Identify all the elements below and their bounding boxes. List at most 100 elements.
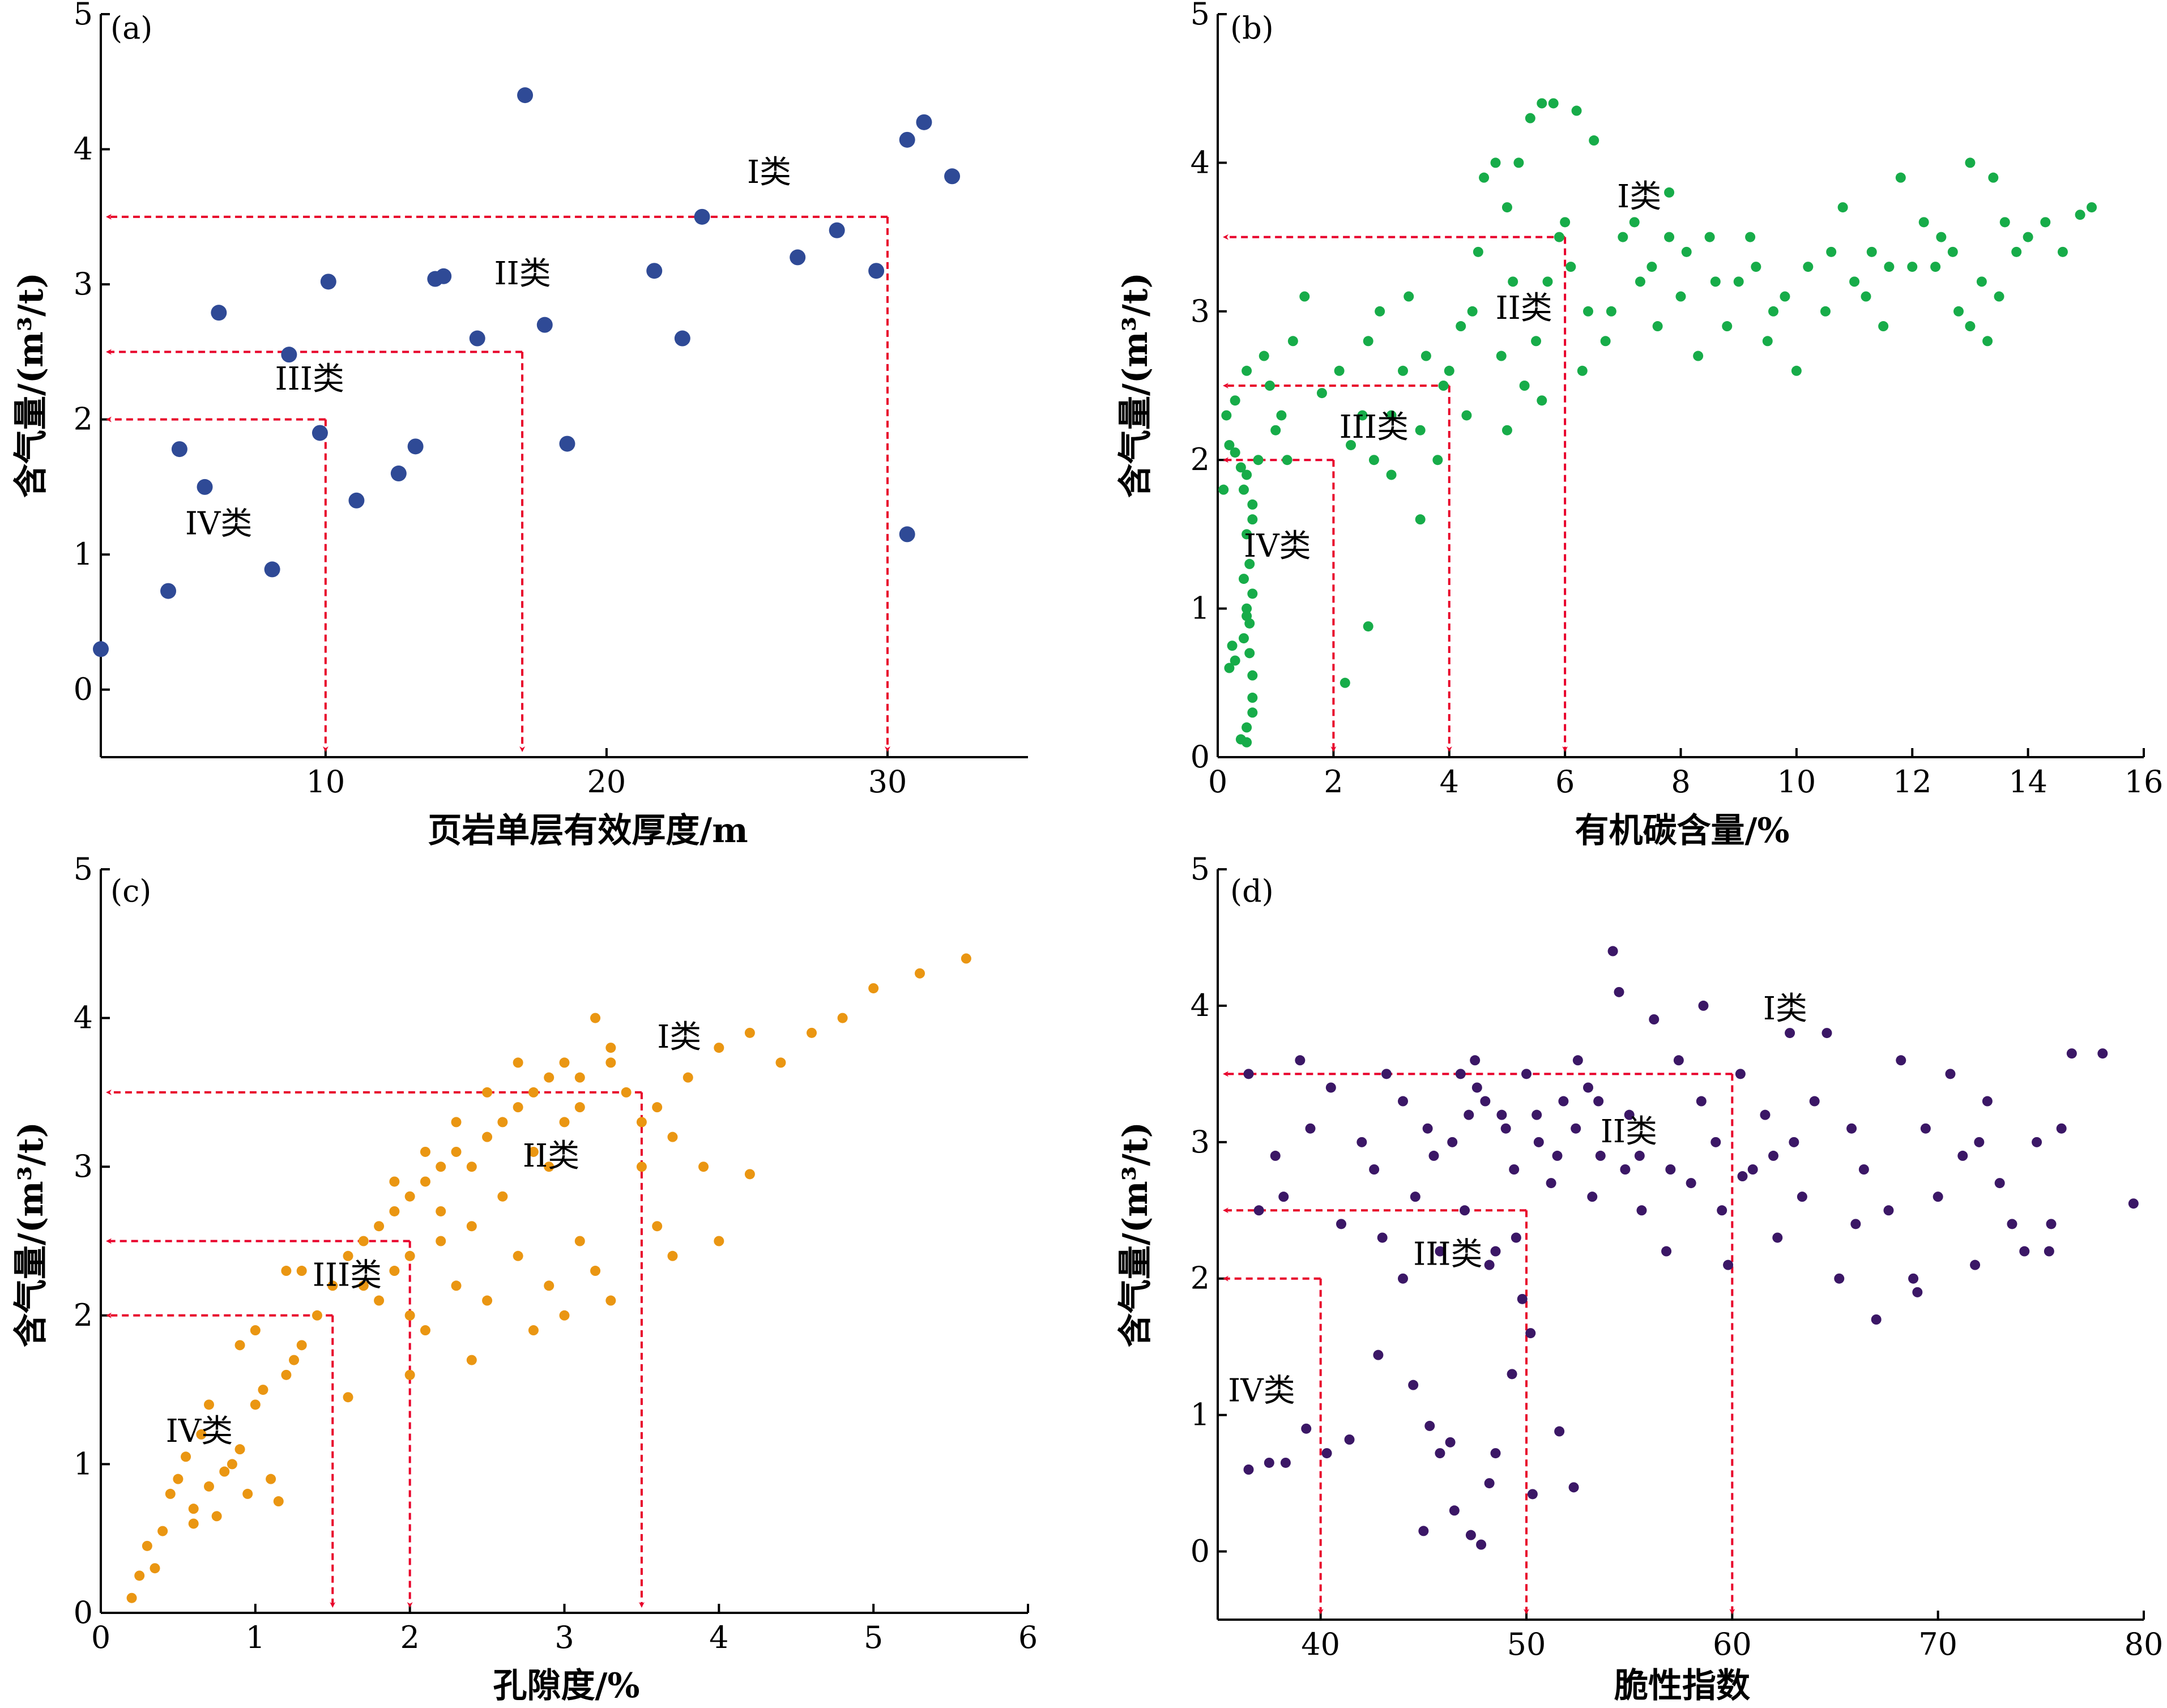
data-point [160,583,177,599]
data-point [1789,1137,1799,1147]
class-label: I类 [657,1019,701,1056]
y-tick-label: 4 [1191,988,1210,1023]
data-point [296,1266,307,1276]
data-point [1809,1096,1820,1107]
data-point [93,641,109,657]
data-point [574,1236,585,1246]
data-point [1357,410,1368,421]
data-point [517,87,534,104]
data-point [1965,321,1976,332]
data-point [868,983,879,994]
data-point [343,1392,353,1403]
data-point [1295,1055,1306,1066]
class-label: IV类 [1244,528,1311,565]
y-tick-label: 1 [74,1446,93,1481]
data-point [1552,1150,1563,1161]
data-point [2007,1219,2017,1229]
data-point [1820,306,1831,317]
data-point [916,114,932,130]
data-point [1673,1055,1684,1066]
data-point [1449,1505,1460,1516]
data-point [1270,1150,1281,1161]
data-point [807,1027,817,1038]
panel-a-ylabel: 含气量/(m³/t) [11,272,51,498]
data-point [2011,246,2022,257]
y-tick-label: 2 [74,402,93,437]
data-point [1334,365,1345,376]
data-point [837,1013,848,1023]
data-point [1693,351,1704,361]
data-point [289,1355,300,1365]
data-point [1878,321,1889,332]
data-point [1698,1000,1709,1011]
data-point [1634,1150,1645,1161]
data-point [528,1087,539,1098]
data-point [744,1027,755,1038]
data-point [1982,1096,1993,1107]
data-point [1242,722,1252,733]
data-point [1600,336,1611,347]
data-point [1803,262,1814,272]
data-point [1224,439,1235,450]
data-point [605,1057,616,1068]
data-point [1554,232,1564,242]
data-point [1415,425,1426,435]
data-point [1537,395,1547,406]
y-tick-label: 3 [1191,293,1210,329]
data-point [1722,321,1733,332]
data-point [899,526,915,543]
data-point [1907,262,1918,272]
data-point [389,1206,400,1216]
x-tick-label: 16 [2125,764,2164,800]
y-tick-label: 0 [74,1595,93,1630]
data-point [2075,210,2085,220]
data-point [1242,737,1252,748]
x-tick-label: 12 [1893,764,1932,800]
data-point [1444,365,1454,376]
data-point [1435,1246,1445,1257]
data-point [312,1310,322,1321]
data-point [1970,1259,1981,1270]
x-tick-label: 1 [246,1620,265,1655]
y-tick-label: 2 [74,1297,93,1333]
data-point [1930,262,1941,272]
data-point [1675,291,1686,302]
panel-d-label: (d) [1230,873,1274,909]
data-point [1247,670,1258,681]
data-point [466,1162,477,1172]
data-point [1484,1478,1495,1489]
data-point [1571,1123,1581,1134]
data-point [1583,306,1593,317]
data-point [404,1250,415,1261]
data-point [1356,1137,1367,1147]
data-point [1629,217,1640,228]
y-tick-label: 3 [1191,1124,1210,1160]
data-point [1560,217,1571,228]
data-point [1513,157,1524,168]
data-point [1620,1164,1631,1175]
data-point [1583,1082,1593,1093]
data-point [1470,1055,1481,1066]
data-point [1363,621,1373,632]
data-point [1247,514,1258,525]
panel-d-ylabel: 含气量/(m³/t) [1116,1122,1155,1347]
data-point [250,1399,261,1410]
data-point [1723,1259,1734,1270]
data-point [961,953,971,964]
data-point [775,1057,786,1068]
data-point [1247,499,1258,510]
data-point [171,441,187,458]
data-point [829,222,845,238]
x-tick-label: 0 [91,1620,110,1655]
data-point [1230,447,1240,458]
class-label: III类 [313,1257,382,1293]
data-point [242,1488,253,1499]
data-point [1447,1137,1458,1147]
x-tick-label: 80 [2125,1626,2164,1662]
x-tick-label: 0 [1208,764,1227,800]
data-point [281,347,297,363]
data-point [1316,388,1327,399]
x-tick-label: 4 [1440,764,1459,800]
x-tick-label: 50 [1507,1626,1546,1662]
